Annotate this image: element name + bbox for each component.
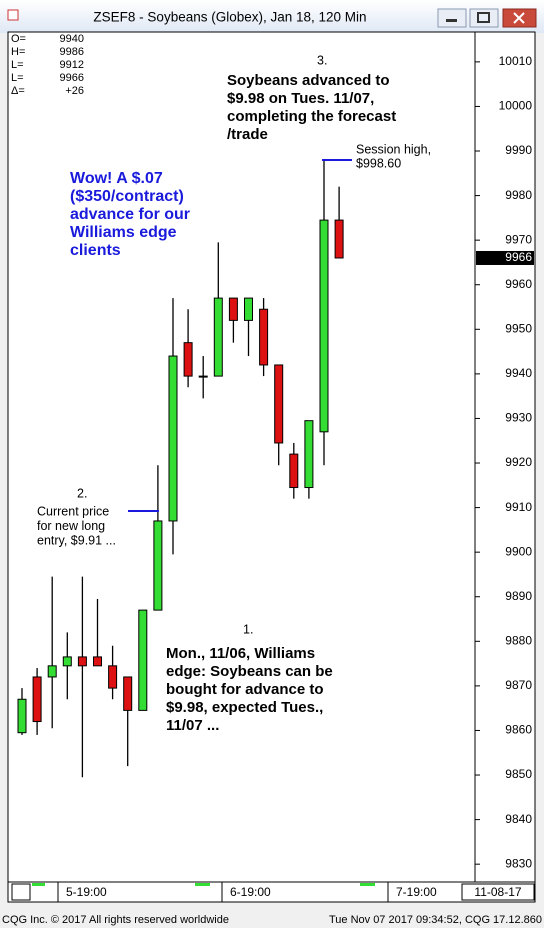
candle-body — [62, 656, 72, 667]
candle-body — [259, 308, 269, 366]
candle-body — [289, 453, 299, 489]
scroll-box[interactable] — [11, 883, 31, 901]
annotation-text: /trade — [227, 126, 268, 143]
current-price-box — [476, 250, 534, 265]
candle-body — [32, 676, 42, 723]
annotation-number: 2. — [77, 486, 87, 500]
candle-body — [123, 676, 133, 711]
window-title: ZSEF8 - Soybeans (Globex), Jan 18, 120 M… — [93, 10, 366, 25]
candle-body — [244, 297, 253, 321]
annotation-text: 11/07 ... — [166, 717, 219, 734]
annotation-text: Wow! A $.07 — [70, 170, 163, 187]
footer-left: CQG Inc. © 2017 All rights reserved worl… — [2, 914, 229, 926]
candle-body — [47, 665, 57, 678]
x-axis-area — [7, 881, 536, 903]
candle-body — [304, 420, 314, 489]
candle-body — [17, 698, 27, 734]
candle-body — [319, 219, 329, 433]
annotation-text: edge: Soybeans can be — [166, 663, 333, 680]
plot-area — [7, 31, 476, 883]
y-tick-label: 9960 — [505, 277, 532, 291]
annotation-text: $9.98, expected Tues., — [166, 699, 323, 716]
y-tick-label: 9900 — [505, 544, 532, 558]
annotation-text: ($350/contract) — [70, 188, 184, 205]
y-tick-label: 9990 — [505, 143, 532, 157]
annotation-number: 1. — [243, 622, 253, 636]
y-tick-label: 9920 — [505, 455, 532, 469]
session-marker — [195, 883, 210, 886]
maximize-icon — [477, 12, 490, 23]
annotation-text: clients — [70, 242, 121, 259]
annotation-text: Soybeans advanced to — [227, 72, 390, 89]
annotation-text: entry, $9.91 ... — [37, 533, 116, 547]
session-marker — [360, 883, 375, 886]
y-tick-label: 9880 — [505, 633, 532, 647]
date-box — [461, 883, 535, 901]
minimize-icon — [446, 19, 457, 22]
annotation-text: completing the forecast — [227, 108, 396, 125]
y-tick-label: 9970 — [505, 232, 532, 246]
candle-body — [93, 656, 102, 667]
x-tick-label: 5-19:00 — [66, 885, 107, 899]
window-icon — [7, 9, 19, 21]
x-tick-label: 6-19:00 — [230, 885, 271, 899]
annotation-text: $998.60 — [356, 156, 401, 170]
candle-body — [213, 297, 223, 377]
y-tick-label: 9940 — [505, 366, 532, 380]
annotation-text: Session high, — [356, 142, 431, 156]
candle-body — [153, 520, 163, 611]
x-tick-label: 7-19:00 — [396, 885, 437, 899]
annotation-text: advance for our — [70, 206, 190, 223]
annotation-text: Mon., 11/06, Williams — [166, 645, 315, 662]
y-tick-label: 10000 — [499, 99, 533, 113]
y-tick-label: 9930 — [505, 411, 532, 425]
annotation-text: Current price — [37, 504, 109, 518]
y-tick-label: 9850 — [505, 767, 532, 781]
y-axis-area — [474, 31, 536, 883]
ohlc-label: Δ= — [11, 85, 25, 97]
annotation-text: bought for advance to — [166, 681, 324, 698]
y-tick-label: 9950 — [505, 321, 532, 335]
footer-right: Tue Nov 07 2017 09:34:52, CQG 17.12.860 — [329, 914, 542, 926]
current-price-label: 9966 — [505, 250, 532, 264]
maximize-button[interactable] — [469, 8, 499, 28]
minimize-button[interactable] — [437, 8, 467, 28]
candle-body — [228, 297, 238, 321]
candle-body — [198, 375, 208, 378]
candle-body — [183, 342, 193, 377]
ohlc-value: 9986 — [60, 46, 84, 58]
y-tick-label: 9870 — [505, 678, 532, 692]
annotation-text: $9.98 on Tues. 11/07, — [227, 90, 374, 107]
ohlc-label: L= — [11, 59, 24, 71]
candle-body — [168, 355, 178, 522]
y-tick-label: 9860 — [505, 723, 532, 737]
candle-body — [334, 219, 344, 259]
date-label: 11-08-17 — [474, 885, 521, 899]
ohlc-value: 9966 — [60, 72, 84, 84]
candle-body — [77, 656, 87, 667]
annotation-number: 3. — [317, 53, 327, 67]
ohlc-label: L= — [11, 72, 24, 84]
ohlc-label: H= — [11, 46, 25, 58]
candle-body — [108, 665, 118, 689]
annotation-text: for new long — [37, 519, 105, 533]
ohlc-value: 9912 — [60, 59, 84, 71]
ohlc-label: O= — [11, 33, 26, 45]
ohlc-value: 9940 — [60, 33, 84, 45]
annotation-text: Williams edge — [70, 224, 177, 241]
ohlc-value: +26 — [65, 85, 84, 97]
session-marker — [32, 883, 45, 886]
close-icon — [513, 12, 525, 24]
y-tick-label: 9910 — [505, 500, 532, 514]
y-tick-label: 9980 — [505, 188, 532, 202]
y-tick-label: 9830 — [505, 856, 532, 870]
candle-body — [138, 609, 148, 711]
y-tick-label: 9840 — [505, 812, 532, 826]
candle-body — [274, 364, 284, 444]
y-tick-label: 9890 — [505, 589, 532, 603]
y-tick-label: 10010 — [499, 54, 533, 68]
